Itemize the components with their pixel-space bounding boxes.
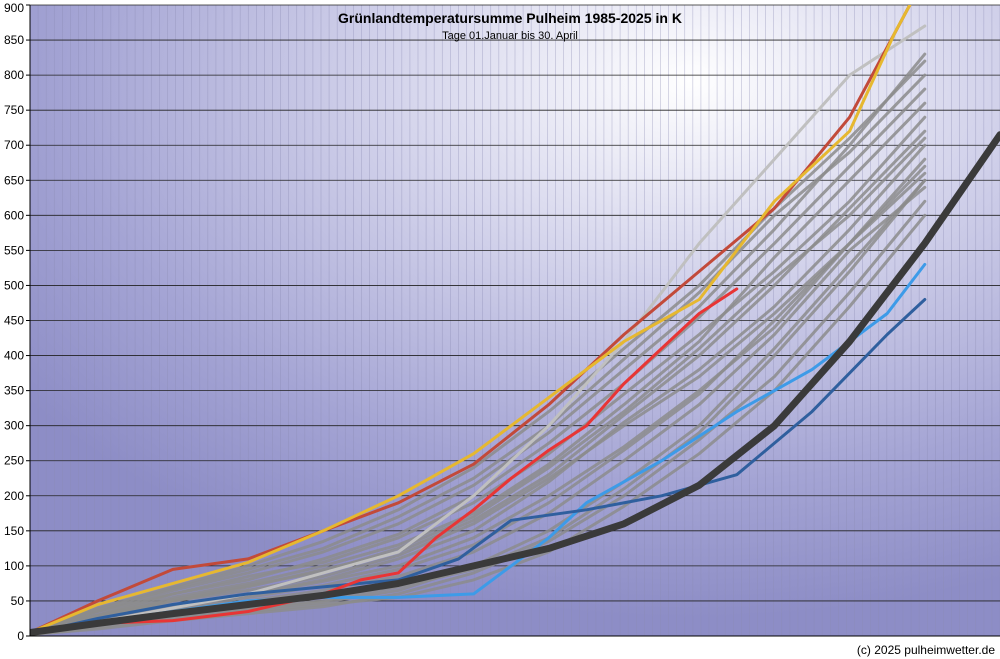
- y-tick-label: 800: [4, 68, 24, 82]
- y-tick-label: 850: [4, 33, 24, 47]
- y-tick-label: 100: [4, 559, 24, 573]
- chart-subtitle: Tage 01.Januar bis 30. April: [442, 30, 578, 42]
- series-line-6-lightgray: [30, 24, 927, 636]
- series-line-3-darkred: [30, 5, 912, 634]
- series-line-10-years: [30, 52, 927, 634]
- y-axis-ticks: 0 50 100 150 200 250 300 350 400 450 500 550 600 650 7…: [4, 1, 30, 643]
- y-tick-label: 300: [4, 419, 24, 433]
- y-tick-label: 150: [4, 524, 24, 538]
- y-tick-label: 750: [4, 103, 24, 117]
- series-line-2-orange: [30, 5, 912, 634]
- y-tick-label: 350: [4, 384, 24, 398]
- series-line-23-years: [30, 136, 927, 635]
- copyright-credit: (c) 2025 pulheimwetter.de: [857, 643, 995, 657]
- y-tick-label: 500: [4, 278, 24, 292]
- y-tick-label: 450: [4, 314, 24, 328]
- series-layer: [30, 5, 1000, 636]
- y-tick-label: 700: [4, 138, 24, 152]
- y-tick-label: 400: [4, 349, 24, 363]
- y-tick-label: 0: [17, 629, 24, 643]
- y-tick-label: 900: [4, 1, 24, 15]
- y-tick-label: 200: [4, 489, 24, 503]
- series-line-21-years: [30, 73, 927, 634]
- y-tick-label: 250: [4, 454, 24, 468]
- y-tick-label: 50: [11, 594, 25, 608]
- series-line-0-mean: [30, 131, 1000, 636]
- y-tick-label: 550: [4, 243, 24, 257]
- y-tick-label: 600: [4, 208, 24, 222]
- y-tick-label: 650: [4, 173, 24, 187]
- chart-title: Grünlandtemperatursumme Pulheim 1985-202…: [338, 10, 682, 26]
- series-line-1-red: [30, 287, 739, 634]
- series-line-7-years: [30, 101, 927, 634]
- series-line-5-darkblue: [30, 298, 927, 636]
